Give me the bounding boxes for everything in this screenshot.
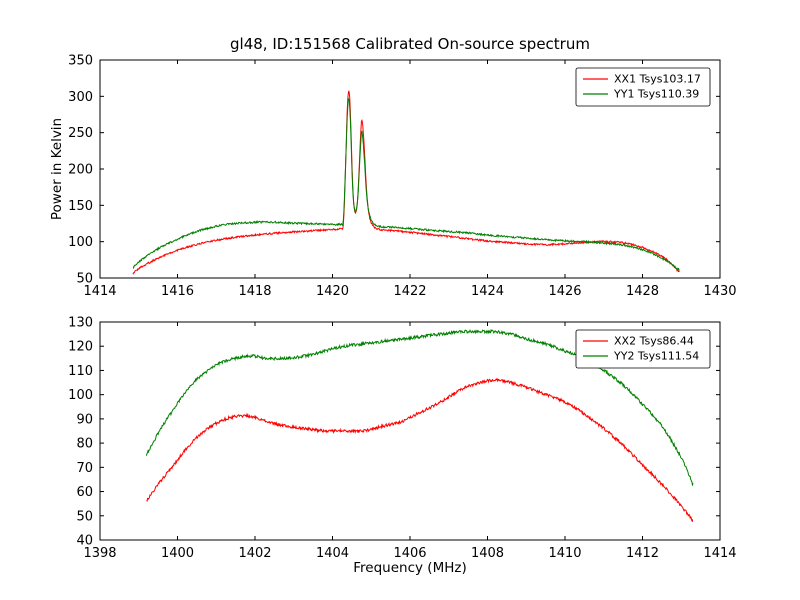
y-tick-label: 350 <box>68 54 93 69</box>
x-tick-label: 1424 <box>471 284 504 299</box>
legend: XX1 Tsys103.17 YY1 Tsys110.39 <box>575 67 711 107</box>
y-tick-label: 130 <box>68 316 93 331</box>
y-tick-label: 150 <box>68 199 93 214</box>
x-tick-label: 1398 <box>83 546 116 561</box>
x-tick-label: 1410 <box>548 546 581 561</box>
x-tick-label: 1406 <box>393 546 426 561</box>
y-tick-label: 70 <box>76 461 93 476</box>
y-tick-label: 60 <box>76 485 93 500</box>
y-tick-label: 80 <box>76 437 93 452</box>
legend-label: YY1 Tsys110.39 <box>613 88 699 101</box>
series-line-xx1 <box>132 90 680 275</box>
x-tick-label: 1414 <box>703 546 736 561</box>
y-tick-label: 50 <box>76 272 93 287</box>
y-tick-label: 300 <box>68 90 93 105</box>
legend-box <box>575 67 711 107</box>
axes-0: 1414 1416 1418 1420 1422 1424 1426 1428 1430 50 10… <box>68 54 736 300</box>
x-tick-label: 1418 <box>238 284 271 299</box>
x-tick-label: 1426 <box>548 284 581 299</box>
x-tick-label: 1402 <box>238 546 271 561</box>
legend: XX2 Tsys86.44 YY2 Tsys111.54 <box>575 329 711 369</box>
x-axis-label: Frequency (MHz) <box>353 560 467 576</box>
x-tick-label: 1420 <box>316 284 349 299</box>
y-tick-label: 110 <box>68 364 93 379</box>
legend-label: XX2 Tsys86.44 <box>614 335 694 348</box>
y-tick-label: 120 <box>68 340 93 355</box>
x-tick-label: 1416 <box>161 284 194 299</box>
y-tick-label: 100 <box>68 388 93 403</box>
x-tick-label: 1400 <box>161 546 194 561</box>
x-tick-label: 1412 <box>626 546 659 561</box>
y-tick-label: 250 <box>68 126 93 141</box>
y-tick-label: 100 <box>68 235 93 250</box>
x-tick-label: 1414 <box>83 284 116 299</box>
legend-label: XX1 Tsys103.17 <box>614 73 701 86</box>
y-tick-label: 50 <box>76 509 93 524</box>
figure-title: gl48, ID:151568 Calibrated On-source spe… <box>230 35 590 53</box>
y-tick-label: 40 <box>76 534 93 549</box>
series-line-yy2 <box>146 328 694 487</box>
axes-1: 1398 1400 1402 1404 1406 1408 1410 1412 1414 40 50… <box>68 316 736 562</box>
x-tick-label: 1428 <box>626 284 659 299</box>
x-tick-label: 1404 <box>316 546 349 561</box>
series-line-yy1 <box>132 97 680 271</box>
series-line-xx2 <box>146 377 694 523</box>
y-axis-label: Power in Kelvin <box>49 117 65 221</box>
y-tick-label: 200 <box>68 163 93 178</box>
y-tick-label: 90 <box>76 412 93 427</box>
legend-box <box>575 329 711 369</box>
x-tick-label: 1430 <box>703 284 736 299</box>
x-tick-label: 1408 <box>471 546 504 561</box>
legend-label: YY2 Tsys111.54 <box>613 350 699 363</box>
x-tick-label: 1422 <box>393 284 426 299</box>
